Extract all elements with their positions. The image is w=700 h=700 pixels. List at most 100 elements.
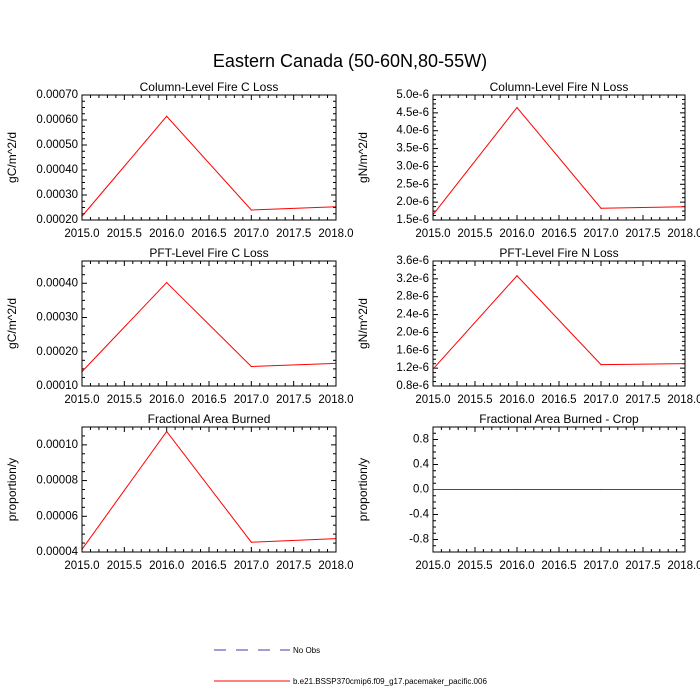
y-tick-label: 1.5e-6 xyxy=(396,214,429,226)
panel-column-level-fire-n-loss: Column-Level Fire N Loss gN/m^2/d 2015.0 20… xyxy=(356,80,700,240)
y-tick-label: 0.00070 xyxy=(36,89,78,101)
x-tick-label: 2015.0 xyxy=(415,228,450,240)
y-tick-label: 1.6e-6 xyxy=(396,344,429,356)
x-tick-label: 2018.0 xyxy=(318,394,353,406)
x-tick-label: 2015.5 xyxy=(457,394,492,406)
y-tick-label: 4.5e-6 xyxy=(396,107,429,119)
x-tick-label: 2017.0 xyxy=(583,228,618,240)
plot-frame xyxy=(81,260,337,387)
y-tick-label: 0.00040 xyxy=(36,164,78,176)
y-tick-label: 0.0 xyxy=(413,484,429,496)
x-tick-label: 2017.5 xyxy=(276,394,311,406)
series-line xyxy=(432,274,686,370)
plot-frame xyxy=(432,260,686,387)
data-point xyxy=(516,488,518,491)
y-tick-label: 2.0e-6 xyxy=(396,326,429,338)
series-line xyxy=(81,430,337,550)
panel-title: Column-Level Fire C Loss xyxy=(140,80,279,94)
x-tick-label: 2015.5 xyxy=(107,228,142,240)
series-line xyxy=(81,281,337,372)
figure-title: Eastern Canada (50-60N,80-55W) xyxy=(213,51,487,71)
plot-frame xyxy=(81,426,337,553)
y-tick-label: 2.5e-6 xyxy=(396,178,429,190)
x-tick-label: 2015.5 xyxy=(107,560,142,572)
data-point xyxy=(250,209,252,211)
x-tick-label: 2017.5 xyxy=(625,560,660,572)
y-tick-label: 0.00030 xyxy=(36,312,78,324)
panel-column-level-fire-c-loss: Column-Level Fire C Loss gC/m^2/d 2015.0 20… xyxy=(5,80,353,240)
y-tick-label: 3.5e-6 xyxy=(396,143,429,155)
y-tick-label: 3.0e-6 xyxy=(396,160,429,172)
y-tick-label: 0.00010 xyxy=(36,380,78,392)
y-tick-label: -0.8 xyxy=(409,534,429,546)
legend-label: b.e21.BSSP370cmip6.f09_g17.pacemaker_pac… xyxy=(293,677,487,686)
data-point xyxy=(600,488,602,491)
y-tick-label: 0.00050 xyxy=(36,139,78,151)
panel-pft-level-fire-n-loss: PFT-Level Fire N Loss gN/m^2/d 2015.0 2015.… xyxy=(356,246,700,406)
x-tick-label: 2016.5 xyxy=(541,560,576,572)
x-tick-label: 2017.5 xyxy=(625,394,660,406)
y-axis-label: gC/m^2/d xyxy=(5,132,19,183)
panel-fractional-area-burned-crop: Fractional Area Burned - Crop proportion/… xyxy=(356,412,700,572)
x-tick-label: 2017.0 xyxy=(234,394,269,406)
data-point xyxy=(250,541,252,543)
panel-title: Column-Level Fire N Loss xyxy=(490,80,629,94)
legend-label: No Obs xyxy=(293,646,320,655)
y-axis-label: gC/m^2/d xyxy=(5,298,19,349)
panel-title: PFT-Level Fire N Loss xyxy=(499,246,618,260)
x-tick-label: 2015.0 xyxy=(64,228,99,240)
x-tick-label: 2018.0 xyxy=(318,560,353,572)
y-tick-label: 1.2e-6 xyxy=(396,362,429,374)
y-tick-label: 0.00060 xyxy=(36,114,78,126)
x-tick-label: 2017.0 xyxy=(234,228,269,240)
x-tick-label: 2017.5 xyxy=(625,228,660,240)
x-tick-label: 2017.0 xyxy=(583,394,618,406)
y-axis-label: gN/m^2/d xyxy=(356,298,370,349)
data-point xyxy=(600,207,602,209)
legend-item-no-obs: No Obs xyxy=(214,646,320,655)
y-tick-label: 0.8 xyxy=(413,434,429,446)
panel-title: PFT-Level Fire C Loss xyxy=(149,246,268,260)
y-tick-label: 2.4e-6 xyxy=(396,309,429,321)
legend-item-model-run: b.e21.BSSP370cmip6.f09_g17.pacemaker_pac… xyxy=(214,677,487,686)
y-tick-label: 0.00006 xyxy=(36,510,78,522)
x-tick-label: 2016.5 xyxy=(541,394,576,406)
y-tick-label: 0.00008 xyxy=(36,475,78,487)
series-line xyxy=(81,115,337,217)
y-tick-label: 3.2e-6 xyxy=(396,273,429,285)
panel-title: Fractional Area Burned - Crop xyxy=(479,412,639,426)
x-tick-label: 2018.0 xyxy=(667,394,700,406)
x-tick-label: 2015.0 xyxy=(415,560,450,572)
data-point xyxy=(600,363,602,366)
x-tick-label: 2016.5 xyxy=(191,560,226,572)
x-tick-label: 2018.0 xyxy=(318,228,353,240)
y-tick-label: 0.00040 xyxy=(36,277,78,289)
x-tick-label: 2016.5 xyxy=(191,394,226,406)
data-point xyxy=(166,115,168,117)
x-tick-label: 2015.0 xyxy=(64,560,99,572)
data-point xyxy=(516,106,518,109)
y-tick-label: 3.6e-6 xyxy=(396,255,429,267)
x-tick-label: 2017.5 xyxy=(276,560,311,572)
x-tick-label: 2016.5 xyxy=(191,228,226,240)
series-line xyxy=(432,106,686,215)
plot-frame xyxy=(432,94,686,221)
data-point xyxy=(166,430,168,433)
y-axis-label: proportion/y xyxy=(356,458,370,521)
x-tick-label: 2016.5 xyxy=(541,228,576,240)
x-tick-label: 2016.0 xyxy=(149,560,184,572)
data-point xyxy=(166,281,168,284)
panel-fractional-area-burned: Fractional Area Burned proportion/y 2015.0… xyxy=(5,412,353,572)
legend: No Obs b.e21.BSSP370cmip6.f09_g17.pacemak… xyxy=(214,646,487,686)
x-tick-label: 2015.0 xyxy=(64,394,99,406)
y-tick-label: 0.00020 xyxy=(36,346,78,358)
x-tick-label: 2018.0 xyxy=(667,560,700,572)
plot-frame xyxy=(432,426,686,553)
y-tick-label: 5.0e-6 xyxy=(396,89,429,101)
x-tick-label: 2015.5 xyxy=(107,394,142,406)
x-tick-label: 2016.0 xyxy=(149,394,184,406)
panel-pft-level-fire-c-loss: PFT-Level Fire C Loss gC/m^2/d 2015.0 2015.… xyxy=(5,246,353,406)
data-point xyxy=(516,275,518,277)
x-tick-label: 2016.0 xyxy=(149,228,184,240)
